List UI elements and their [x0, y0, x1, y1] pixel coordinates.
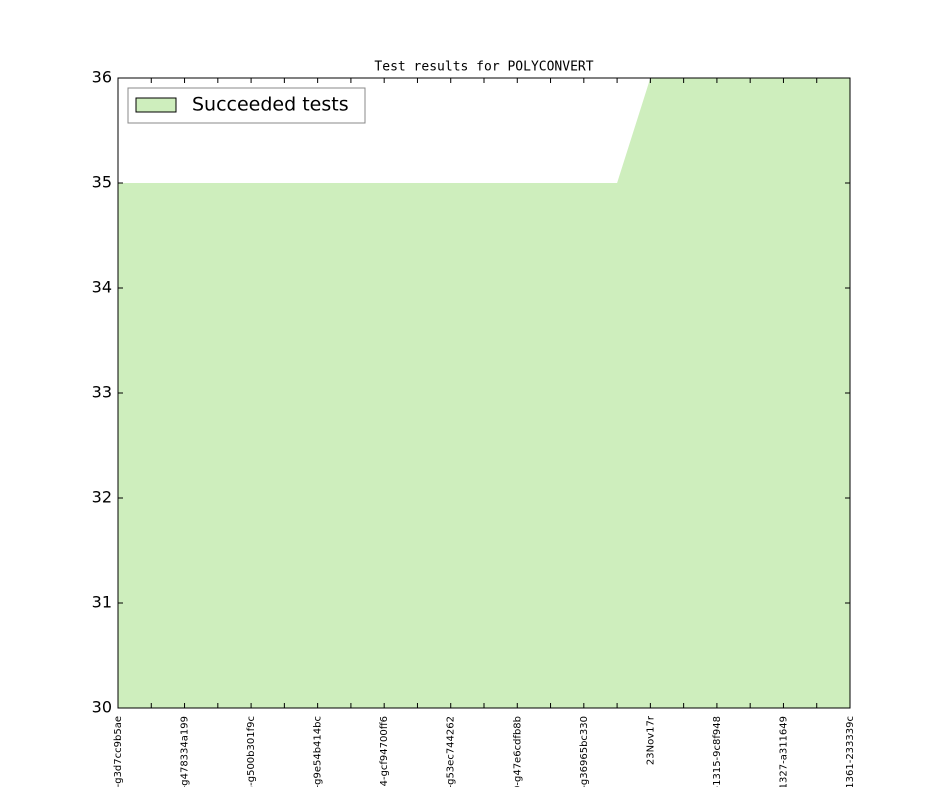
y-tick-label: 32	[92, 488, 112, 507]
legend-label: Succeeded tests	[192, 94, 349, 116]
y-tick-label: 36	[92, 68, 112, 87]
x-tick-label: 23Nov17r	[645, 715, 656, 765]
x-tick-label: 5-g500b301f9c	[246, 716, 257, 787]
x-tick-label: -g3d7cc9b5ae	[113, 716, 124, 787]
x-tick-label: 0-g47e6cdfb8b	[512, 716, 523, 787]
x-tick-label: -g36965bc330	[579, 716, 590, 787]
area	[118, 78, 850, 708]
y-tick-label: 30	[92, 698, 112, 717]
x-tick-label: -g478334a199	[180, 716, 191, 787]
y-tick-label: 31	[92, 593, 112, 612]
x-tick-label: 04-gcf94700ff6	[379, 716, 390, 787]
y-tick-label: 33	[92, 383, 112, 402]
x-tick-label: -1315-9c8f948	[712, 716, 723, 787]
x-tick-label: -g53ec744262	[446, 716, 457, 787]
x-tick-label: 1361-233339c	[845, 716, 856, 787]
x-tick-label: 1327-a311649	[778, 716, 789, 787]
chart-title: Test results for POLYCONVERT	[374, 60, 593, 75]
legend-swatch	[135, 97, 177, 113]
y-tick-label: 34	[92, 278, 112, 297]
y-tick-label: 35	[92, 173, 112, 192]
x-tick-label: -g9e54b414bc	[313, 716, 324, 787]
